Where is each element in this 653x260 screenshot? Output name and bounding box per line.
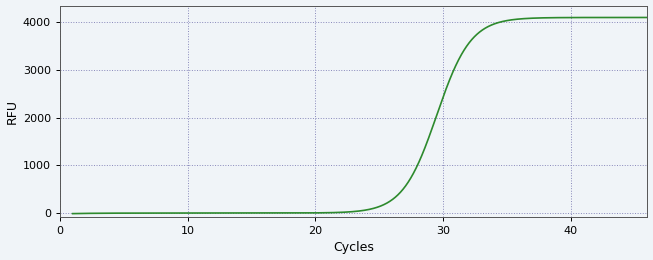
Y-axis label: RFU: RFU xyxy=(6,99,18,124)
X-axis label: Cycles: Cycles xyxy=(333,242,374,255)
